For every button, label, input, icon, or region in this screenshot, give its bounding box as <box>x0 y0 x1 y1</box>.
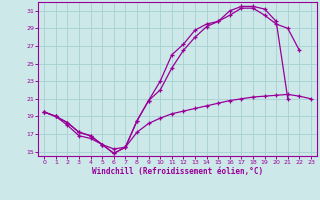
X-axis label: Windchill (Refroidissement éolien,°C): Windchill (Refroidissement éolien,°C) <box>92 167 263 176</box>
